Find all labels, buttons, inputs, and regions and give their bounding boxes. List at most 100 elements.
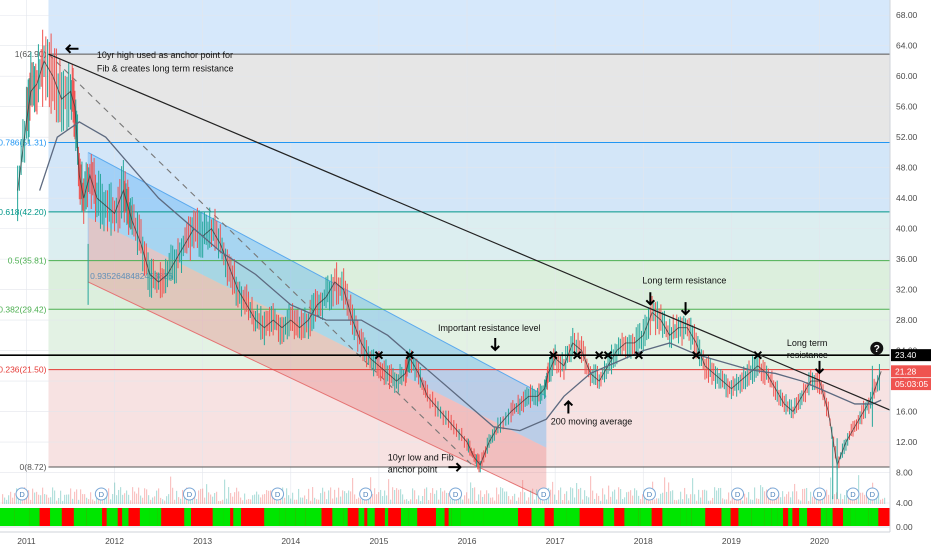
indicator-segment [792,508,800,526]
volume-bar [626,492,628,504]
volume-bar [674,499,676,504]
volume-bar [164,500,166,504]
volume-bar [334,489,336,504]
price-tag [891,378,931,391]
volume-bar [512,496,514,504]
indicator-segment [730,508,739,526]
volume-bar [120,487,122,504]
volume-bar [802,488,804,504]
volume-bar [394,489,396,504]
indicator-segment [473,508,484,526]
volume-bar [640,499,642,504]
volume-bar [488,493,490,504]
volume-bar [794,483,796,504]
volume-bar [404,499,406,504]
y-tick-label: 68.00 [896,10,918,20]
volume-bar [142,497,144,504]
volume-bar [862,492,864,504]
volume-bar [316,499,318,504]
volume-bar [290,498,292,504]
volume-bar [806,487,808,504]
x-tick-label: 2013 [193,536,212,546]
volume-bar [94,500,96,504]
volume-bar [402,494,404,504]
volume-bar [614,489,616,504]
volume-bar [566,491,568,504]
volume-bar [236,487,238,504]
indicator-segment [50,508,62,526]
indicator-segment [157,508,162,526]
volume-bar [128,494,130,504]
indicator-segment [106,508,118,526]
rejection-x-marker [634,350,644,360]
volume-bar [532,488,534,504]
fib-zone [48,309,891,370]
x-tick-label: 2011 [17,536,36,546]
indicator-segment [417,508,432,526]
volume-bar [52,487,54,504]
indicator-segment [61,508,74,526]
volume-bar [296,499,298,504]
dividend-marker-label: D [770,490,776,499]
fib-level-label: 0.618(42.20) [0,207,47,217]
indicator-segment [86,508,103,526]
volume-bar [424,488,426,504]
volume-bar [682,499,684,504]
indicator-segment [579,508,591,526]
volume-bar [656,498,658,504]
volume-bar [436,490,438,504]
volume-bar [266,490,268,504]
indicator-segment [29,508,40,526]
volume-bar [258,494,260,504]
volume-bar [330,487,332,504]
volume-bar [254,494,256,504]
indicator-segment [0,508,15,526]
indicator-segment [878,508,890,526]
indicator-segment [832,508,844,526]
volume-bar [134,491,136,504]
volume-bar [114,482,116,504]
dividend-marker-label: D [735,490,741,499]
volume-bar [752,499,754,504]
volume-bar [600,500,602,504]
y-tick-label: 64.00 [896,41,918,51]
volume-bar [322,487,324,504]
volume-bar [536,489,538,504]
dividend-marker-label: D [363,490,369,499]
volume-bar [690,494,692,504]
volume-bar [168,494,170,504]
indicator-segment [128,508,140,526]
volume-bar [152,497,154,504]
volume-bar [522,479,524,504]
dividend-marker [182,487,196,501]
volume-bar [278,500,280,504]
volume-bar [284,497,286,504]
volume-bar [574,497,576,504]
volume-bar [746,497,748,504]
volume-bar [232,496,234,504]
volume-bar [42,487,44,504]
volume-bar [360,498,362,504]
indicator-segment [367,508,375,526]
fib-level-label: 0.5(35.81) [8,256,47,266]
volume-bar [706,490,708,504]
volume-bar [492,497,494,504]
indicator-segment [721,508,731,526]
x-tick-label: 2012 [105,536,124,546]
dividend-marker-label: D [541,490,547,499]
volume-bar [658,498,660,504]
volume-bar [10,491,12,504]
volume-bar [604,494,606,504]
volume-bar [80,489,82,504]
volume-bar [44,494,46,504]
volume-bar [178,497,180,504]
volume-bar [2,494,4,504]
volume-bar [206,484,208,504]
indicator-segment [850,508,856,526]
indicator-segment [169,508,185,526]
volume-bar [308,488,310,504]
volume-bar [816,497,818,504]
indicator-segment [483,508,498,526]
volume-bar [762,487,764,504]
